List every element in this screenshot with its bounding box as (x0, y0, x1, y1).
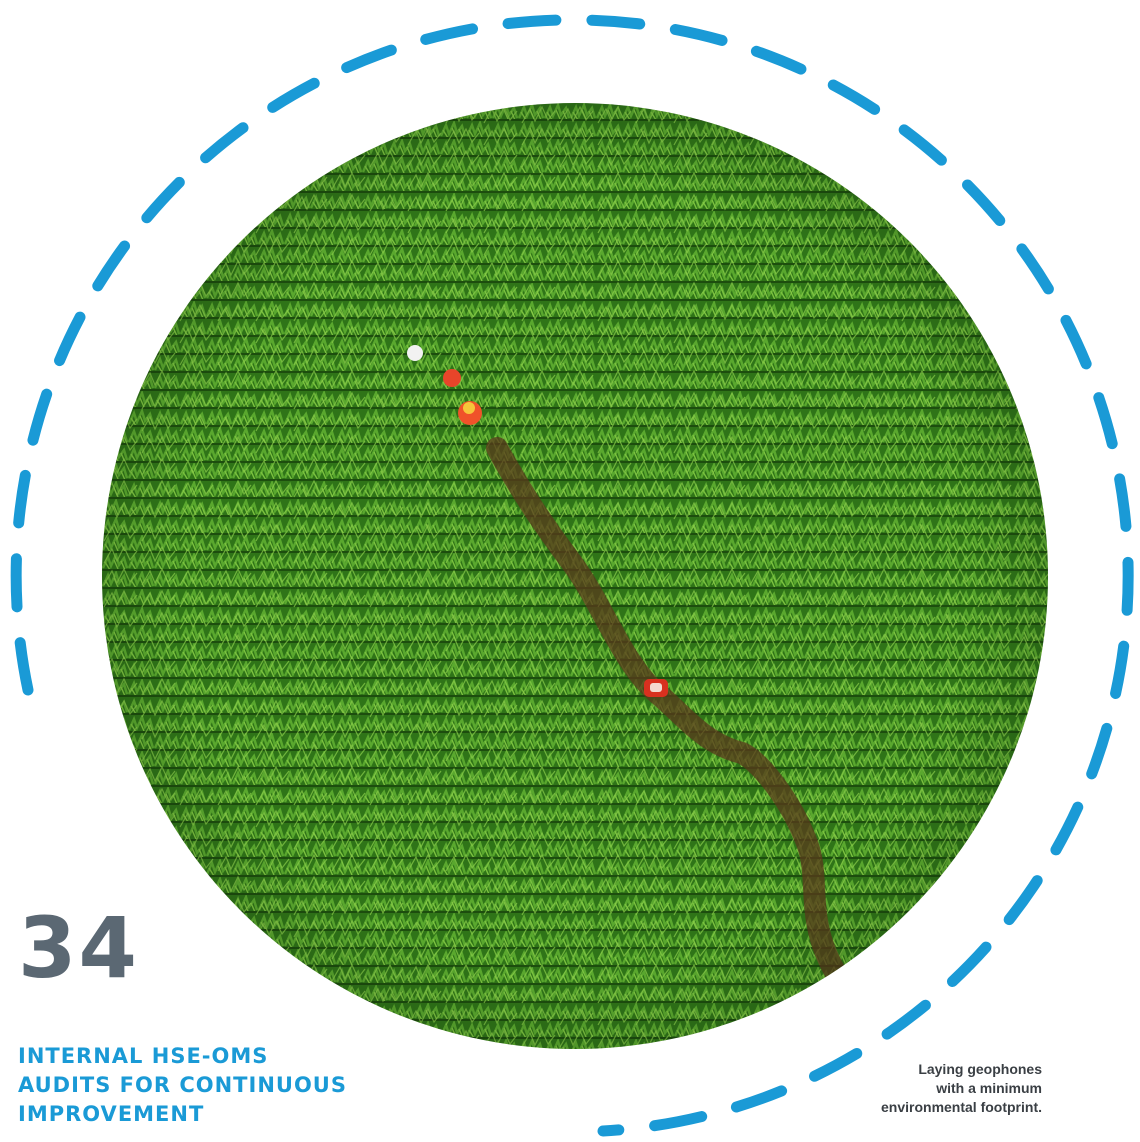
stat-label-line: INTERNAL HSE-OMS (18, 1044, 269, 1068)
photo-caption: Laying geophones with a minimum environm… (792, 1060, 1042, 1117)
stat-label: INTERNAL HSE-OMS AUDITS FOR CONTINUOUS I… (18, 1042, 398, 1129)
stat-number: 34 (18, 899, 139, 997)
caption-line: with a minimum (936, 1080, 1042, 1096)
stat-label-line: IMPROVEMENT (18, 1102, 205, 1126)
aerial-field-photo (102, 103, 1048, 1049)
field-image (102, 103, 1048, 1049)
stat-label-line: AUDITS FOR CONTINUOUS (18, 1073, 347, 1097)
caption-line: environmental footprint. (881, 1099, 1042, 1115)
caption-line: Laying geophones (918, 1061, 1042, 1077)
audit-stat: 34 INTERNAL HSE-OMS AUDITS FOR CONTINUOU… (18, 906, 398, 1129)
